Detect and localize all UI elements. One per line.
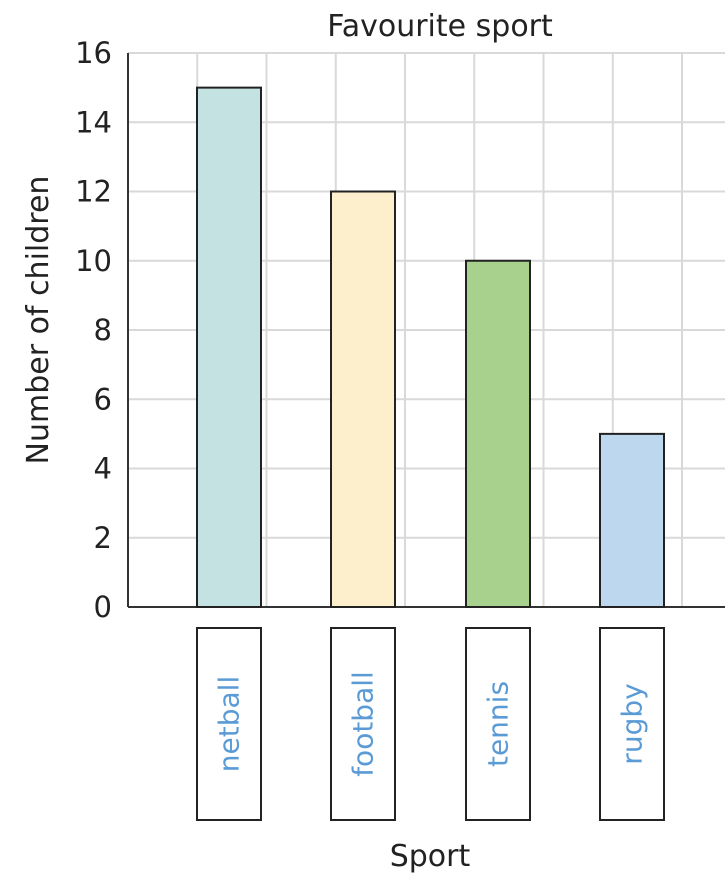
y-tick-label: 10 xyxy=(75,244,112,278)
y-tick-label: 2 xyxy=(94,521,112,555)
chart-bars xyxy=(196,86,665,608)
bar-netball xyxy=(196,86,262,608)
bar-football xyxy=(330,190,396,608)
bar-rugby xyxy=(599,432,665,608)
y-axis-label: Number of children xyxy=(21,176,56,465)
y-tick-label: 14 xyxy=(75,105,112,139)
y-axis-ticks: 0 2 4 6 8 10 12 14 16 xyxy=(75,36,112,624)
y-tick-label: 0 xyxy=(94,590,112,624)
category-label-football: football xyxy=(347,671,380,777)
category-box-rugby xyxy=(599,627,665,821)
y-tick-label: 4 xyxy=(94,452,112,486)
category-box-netball xyxy=(196,627,262,821)
chart-title: Favourite sport xyxy=(327,9,553,44)
y-tick-label: 6 xyxy=(94,382,112,416)
category-label-boxes: netball football tennis rugby xyxy=(196,627,665,821)
category-box-football xyxy=(330,627,396,821)
y-tick-label: 12 xyxy=(75,175,112,209)
y-tick-label: 8 xyxy=(94,313,112,347)
category-label-tennis: tennis xyxy=(482,681,515,767)
x-axis-label: Sport xyxy=(390,839,471,874)
category-label-rugby: rugby xyxy=(616,683,649,764)
bar-tennis xyxy=(465,259,531,608)
category-box-tennis xyxy=(465,627,531,821)
category-label-netball: netball xyxy=(213,676,246,772)
y-tick-label: 16 xyxy=(75,36,112,70)
